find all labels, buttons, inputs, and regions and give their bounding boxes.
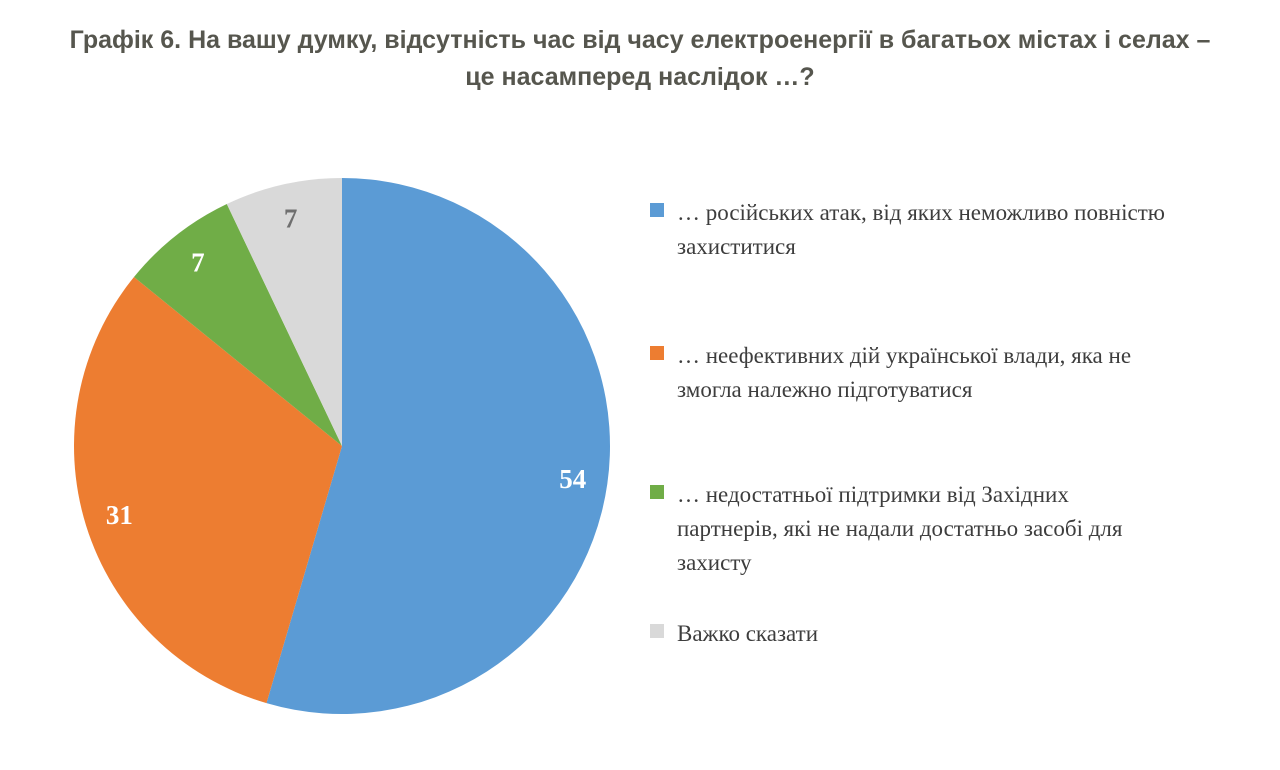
legend-item-label: Важко сказати bbox=[677, 621, 818, 646]
slice-value-label: 54 bbox=[559, 464, 586, 494]
legend-item-label: … неефективних дій української влади, як… bbox=[677, 343, 1132, 402]
chart-title: Графік 6. На вашу думку, відсутність час… bbox=[69, 26, 1211, 91]
slice-value-label: 7 bbox=[284, 204, 298, 234]
pie-slice bbox=[133, 204, 342, 446]
legend-item-label: … недостатньої підтримки від Західних па… bbox=[677, 482, 1123, 575]
legend-item-russian-attacks: … російських атак, від яких неможливо по… bbox=[650, 196, 1170, 264]
legend: … російських атак, від яких неможливо по… bbox=[650, 0, 1225, 770]
pie-slice bbox=[266, 178, 611, 714]
legend-item-hard-to-say: Важко сказати bbox=[650, 617, 1170, 651]
pie-slice bbox=[74, 277, 343, 704]
slice-value-label: 31 bbox=[106, 500, 133, 530]
legend-swatch-green-icon bbox=[650, 485, 664, 499]
pie-chart: 54 31 7 7 bbox=[74, 178, 611, 714]
pie-slice bbox=[226, 178, 342, 446]
slice-value-label: 7 bbox=[191, 248, 205, 278]
legend-swatch-orange-icon bbox=[650, 346, 664, 360]
legend-swatch-gray-icon bbox=[650, 624, 664, 638]
legend-swatch-blue-icon bbox=[650, 203, 664, 217]
legend-item-label: … російських атак, від яких неможливо по… bbox=[677, 200, 1165, 259]
legend-item-ukrainian-authorities: … неефективних дій української влади, як… bbox=[650, 339, 1170, 407]
legend-item-western-partners: … недостатньої підтримки від Західних па… bbox=[650, 478, 1170, 580]
